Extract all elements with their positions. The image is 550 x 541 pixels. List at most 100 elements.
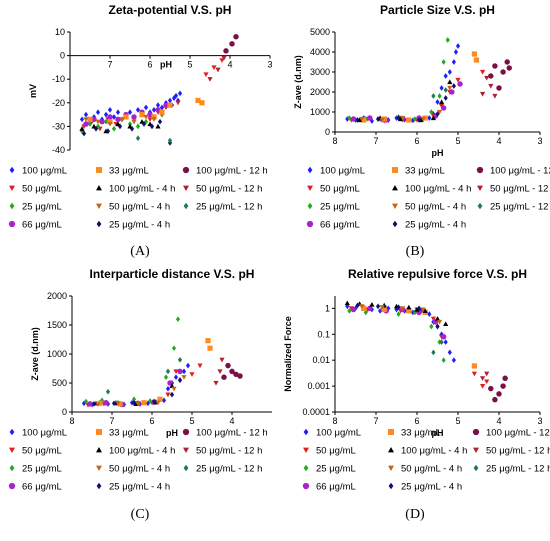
data-point <box>484 379 490 385</box>
series-25 μg/mL - 12 h <box>431 339 444 356</box>
legend-label: 100 μg/mL <box>320 166 365 177</box>
data-point <box>167 137 173 144</box>
data-point <box>484 371 490 377</box>
x-tick-label: 3 <box>537 416 542 426</box>
data-point <box>177 368 183 375</box>
data-point <box>396 311 401 317</box>
legend-marker <box>9 202 15 210</box>
legend-marker <box>96 447 102 453</box>
data-point <box>496 391 502 397</box>
data-point <box>155 123 161 129</box>
x-axis-label: pH <box>432 428 444 438</box>
data-point <box>422 308 428 313</box>
legend-label: 25 μg/mL - 4 h <box>109 220 170 231</box>
data-point <box>406 117 412 123</box>
data-point <box>173 92 179 99</box>
legend-marker <box>183 202 189 210</box>
data-point <box>155 400 161 406</box>
legend-marker <box>303 447 309 453</box>
x-tick-label: 5 <box>455 416 460 426</box>
data-point <box>141 400 147 406</box>
data-point <box>457 81 463 87</box>
data-point <box>213 380 219 386</box>
data-point <box>173 369 179 374</box>
legend-marker <box>182 428 190 436</box>
data-point <box>381 116 387 122</box>
y-tick-label: 1500 <box>47 320 67 330</box>
legend-label: 66 μg/mL <box>316 482 356 493</box>
data-point <box>131 396 137 403</box>
y-axis-label: mV <box>28 84 38 98</box>
data-point <box>99 397 105 404</box>
data-point <box>161 397 167 404</box>
legend-marker <box>303 428 309 436</box>
x-tick-label: 6 <box>414 416 419 426</box>
x-tick-label: 8 <box>332 136 337 146</box>
chart-title: Particle Size V.S. pH <box>380 3 495 17</box>
data-point <box>414 306 420 312</box>
data-point <box>141 121 147 127</box>
legend-marker <box>303 464 309 472</box>
x-axis-label: pH <box>432 148 444 158</box>
data-point <box>103 399 109 406</box>
series-50 μg/mL <box>348 305 490 389</box>
panel-c: Interparticle distance V.S. pH 0 500 1000 15… <box>8 267 272 522</box>
data-point <box>139 112 145 118</box>
legend-label: 33 μg/mL <box>405 166 445 177</box>
data-point <box>398 116 404 122</box>
data-point <box>95 402 101 408</box>
data-point <box>177 377 183 383</box>
legend-label: 50 μg/mL - 12 h <box>196 446 262 457</box>
data-point <box>447 85 453 91</box>
legend-label: 66 μg/mL <box>320 220 360 231</box>
data-point <box>177 90 183 97</box>
data-point <box>157 118 163 125</box>
legend-label: 25 μg/mL <box>22 464 62 475</box>
data-point <box>422 115 428 121</box>
legend-label: 50 μg/mL <box>22 446 62 457</box>
chart-title: Relative repulsive force V.S. pH <box>348 267 527 281</box>
data-point <box>437 93 442 99</box>
data-point <box>219 357 225 363</box>
series-33 μg/mL <box>361 51 480 123</box>
panel-tag: (D) <box>405 507 425 522</box>
data-point <box>440 334 447 340</box>
legend-label: 100 μg/mL - 12 h <box>486 428 550 439</box>
series-33 μg/mL <box>97 338 213 407</box>
y-tick-label: 0 <box>325 127 330 137</box>
legend-marker <box>183 464 189 472</box>
legend-marker <box>306 220 314 228</box>
data-point <box>135 107 141 113</box>
data-point <box>471 363 477 369</box>
data-point <box>396 304 401 311</box>
panel-tag: (A) <box>130 244 150 259</box>
data-point <box>420 116 426 122</box>
legend-label: 100 μg/mL - 12 h <box>196 428 268 439</box>
data-point <box>488 73 494 79</box>
data-point <box>107 121 113 127</box>
legend-label: 33 μg/mL <box>109 428 149 439</box>
data-point <box>451 83 456 89</box>
x-tick-label: 3 <box>537 136 542 146</box>
legend-marker <box>388 482 394 490</box>
panel-d: Relative repulsive force V.S. pH 1 0.1 0.01… <box>283 267 550 522</box>
data-point <box>219 58 225 63</box>
data-point <box>420 307 426 313</box>
legend-label: 100 μg/mL <box>22 166 67 177</box>
data-point <box>488 385 494 392</box>
y-tick-label: 0 <box>60 51 65 61</box>
series-100 μg/mL <box>345 43 461 124</box>
data-point <box>95 119 101 125</box>
data-point <box>221 374 227 380</box>
data-point <box>151 398 157 405</box>
legend-marker <box>9 447 15 453</box>
data-point <box>436 319 443 325</box>
data-point <box>427 311 432 317</box>
y-axis-label: Z-ave (d.nm) <box>293 55 303 109</box>
data-point <box>480 376 486 381</box>
data-point <box>441 357 446 364</box>
x-tick-label: 4 <box>496 136 501 146</box>
legend-marker <box>96 220 102 228</box>
data-point <box>147 117 153 122</box>
data-point <box>436 109 443 115</box>
